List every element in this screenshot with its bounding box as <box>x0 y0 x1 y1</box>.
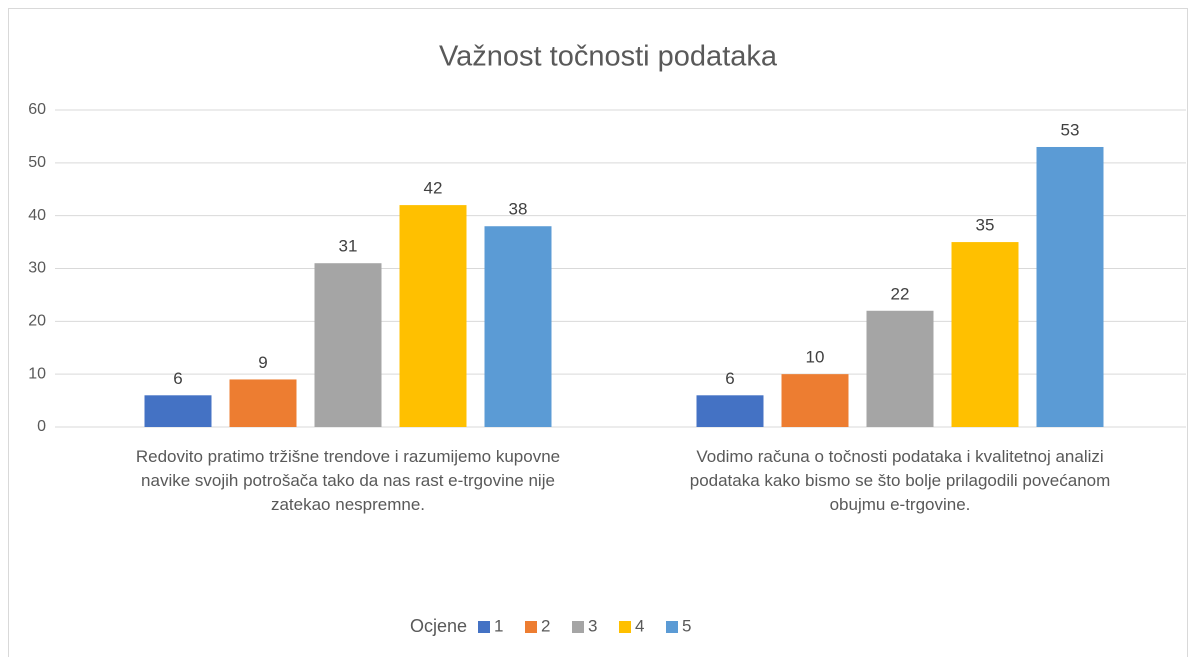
bar <box>866 310 934 427</box>
bar <box>314 263 382 427</box>
data-label: 35 <box>976 216 995 235</box>
x-tick-label: Redovito pratimo tržišne trendove i razu… <box>135 447 561 514</box>
legend-label: 5 <box>682 616 691 635</box>
bar <box>696 395 764 427</box>
x-tick-label: Vodimo računa o točnosti podataka i kval… <box>689 447 1111 514</box>
bar <box>951 242 1019 427</box>
y-tick-label: 30 <box>28 260 46 277</box>
legend-label: 3 <box>588 616 597 635</box>
bar <box>229 379 297 427</box>
legend-swatch <box>478 621 490 633</box>
y-tick-label: 60 <box>28 101 46 118</box>
data-label: 53 <box>1061 120 1080 139</box>
legend-swatch <box>619 621 631 633</box>
legend-label: 2 <box>541 616 550 635</box>
data-label: 22 <box>891 284 910 303</box>
data-label: 38 <box>509 200 528 219</box>
bar <box>781 374 849 427</box>
legend-title: Ocjene <box>410 616 467 636</box>
bar <box>484 226 552 427</box>
chart-title: Važnost točnosti podataka <box>439 41 778 73</box>
data-label: 9 <box>258 353 267 372</box>
y-tick-label: 0 <box>37 418 46 435</box>
y-tick-label: 20 <box>28 313 46 330</box>
legend-label: 4 <box>635 616 644 635</box>
y-tick-label: 50 <box>28 154 46 171</box>
data-label: 6 <box>173 369 182 388</box>
bar <box>1036 146 1104 427</box>
bar <box>144 395 212 427</box>
legend-swatch <box>666 621 678 633</box>
legend-label: 1 <box>494 616 503 635</box>
data-label: 31 <box>339 237 358 256</box>
data-label: 42 <box>424 179 443 198</box>
y-tick-label: 10 <box>28 365 46 382</box>
data-label: 6 <box>725 369 734 388</box>
y-tick-label: 40 <box>28 207 46 224</box>
chart-frame <box>8 8 1188 657</box>
data-label: 10 <box>806 348 825 367</box>
bar <box>399 205 467 427</box>
legend-swatch <box>525 621 537 633</box>
legend-swatch <box>572 621 584 633</box>
